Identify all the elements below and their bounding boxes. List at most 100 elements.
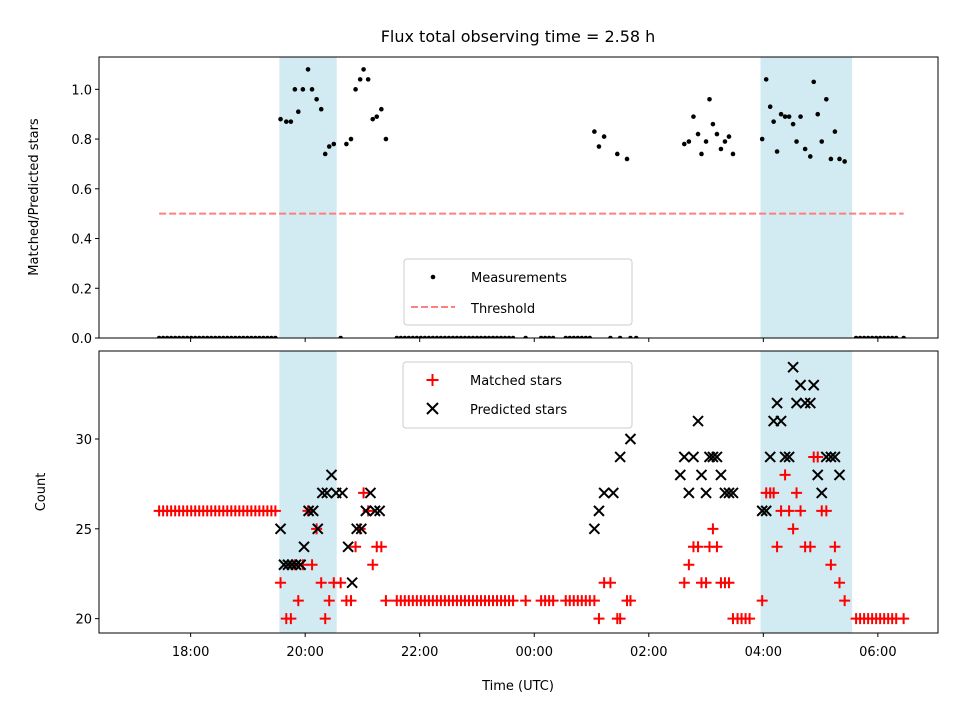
measurement-point <box>318 106 324 112</box>
measurement-point <box>454 335 460 338</box>
measurement-point <box>269 335 274 338</box>
measurement-point <box>265 335 270 338</box>
matched-point <box>678 577 690 589</box>
measurement-point <box>220 335 226 338</box>
matched-point <box>692 541 704 553</box>
measurement-point <box>759 136 765 142</box>
matched-point <box>614 613 626 625</box>
predicted-point <box>711 451 723 463</box>
measurement-point <box>257 335 262 338</box>
predicted-point <box>829 451 841 463</box>
measurement-point <box>869 335 875 338</box>
measurement-point <box>681 141 687 147</box>
predicted-point <box>346 576 358 589</box>
predicted-point <box>687 451 700 463</box>
predicted-point <box>825 451 837 463</box>
matched-point <box>700 577 712 589</box>
measurement-point <box>842 159 847 164</box>
predicted-point <box>775 415 787 427</box>
measurement-point <box>478 335 484 338</box>
measurement-point <box>542 335 548 338</box>
measurement-point <box>450 335 456 338</box>
measurement-point <box>196 335 202 338</box>
bottom-x-axis: 18:00 20:00 22:00 00:00 02:00 04:00 06:00 <box>172 633 897 660</box>
predicted-point <box>607 487 619 499</box>
measurement-point <box>592 129 597 134</box>
measurement-point <box>767 104 773 110</box>
measurement-point <box>550 335 556 338</box>
measurement-point <box>861 335 867 338</box>
measurement-point <box>438 335 444 338</box>
measurement-point <box>523 335 528 338</box>
measurement-point <box>546 335 552 338</box>
predicted-point <box>695 469 708 481</box>
measurement-point <box>718 146 724 152</box>
predicted-point <box>683 487 695 499</box>
y-tick-label: 1.0 <box>71 83 92 98</box>
measurement-point <box>184 335 190 338</box>
measurement-point <box>790 121 796 127</box>
matched-point <box>825 559 837 571</box>
measurement-point <box>288 119 294 124</box>
matched-point <box>285 613 297 625</box>
measurement-point <box>245 335 250 338</box>
measurement-point <box>498 335 504 338</box>
matched-point <box>829 541 841 553</box>
predicted-point <box>715 469 727 481</box>
measurement-point <box>249 335 254 338</box>
top-legend-box <box>403 258 633 326</box>
predicted-point <box>369 505 381 517</box>
measurement-point <box>782 114 788 119</box>
measurement-point <box>466 335 472 338</box>
predicted-point <box>307 505 319 517</box>
measurement-point <box>292 87 298 92</box>
matched-point <box>547 595 559 607</box>
measurement-point <box>901 335 906 338</box>
measurement-point <box>596 144 602 149</box>
measurement-point <box>832 129 838 134</box>
measurement-point <box>208 335 214 338</box>
predicted-point <box>336 487 349 499</box>
y-tick-label: 25 <box>75 523 92 538</box>
matched-point <box>323 595 335 607</box>
measurement-point <box>474 335 480 338</box>
matched-point <box>683 559 695 571</box>
y-tick-label: 0.8 <box>71 133 92 148</box>
measurement-point <box>583 335 589 338</box>
measurement-point <box>633 335 639 338</box>
predicted-point <box>624 433 637 445</box>
matched-point <box>367 559 379 571</box>
top-panel: 0.0 0.2 0.4 0.6 0.8 1.0 Matched/Predicted sta… <box>27 56 939 347</box>
predicted-point <box>593 505 605 517</box>
matched-point <box>791 487 803 499</box>
measurement-point <box>212 335 218 338</box>
measurement-point <box>322 151 328 157</box>
measurement-point <box>571 335 577 338</box>
measurement-point <box>824 96 829 102</box>
measurement-point <box>458 335 464 338</box>
matched-point <box>306 559 318 571</box>
measurement-point <box>192 335 198 338</box>
y-tick-label: 20 <box>75 613 92 628</box>
measurement-point <box>446 335 452 338</box>
y-tick-label: 30 <box>75 433 92 448</box>
measurement-point <box>204 335 210 338</box>
predicted-point <box>325 469 338 481</box>
bottom-plot-area <box>153 361 910 625</box>
predicted-point <box>790 397 803 409</box>
predicted-point <box>286 559 298 571</box>
measurement-point <box>273 335 278 338</box>
measurement-point <box>710 121 716 127</box>
measurement-point <box>434 335 440 338</box>
matched-point <box>292 595 304 607</box>
measurement-point <box>885 335 891 338</box>
matched-point <box>380 595 392 607</box>
measurement-point <box>357 77 363 82</box>
predicted-point <box>274 523 287 535</box>
measurement-point <box>176 335 182 338</box>
predicted-point <box>727 487 739 499</box>
measurement-point <box>730 151 736 157</box>
measurement-point <box>237 335 242 338</box>
measurement-point <box>624 156 630 162</box>
predicted-point <box>342 541 354 553</box>
